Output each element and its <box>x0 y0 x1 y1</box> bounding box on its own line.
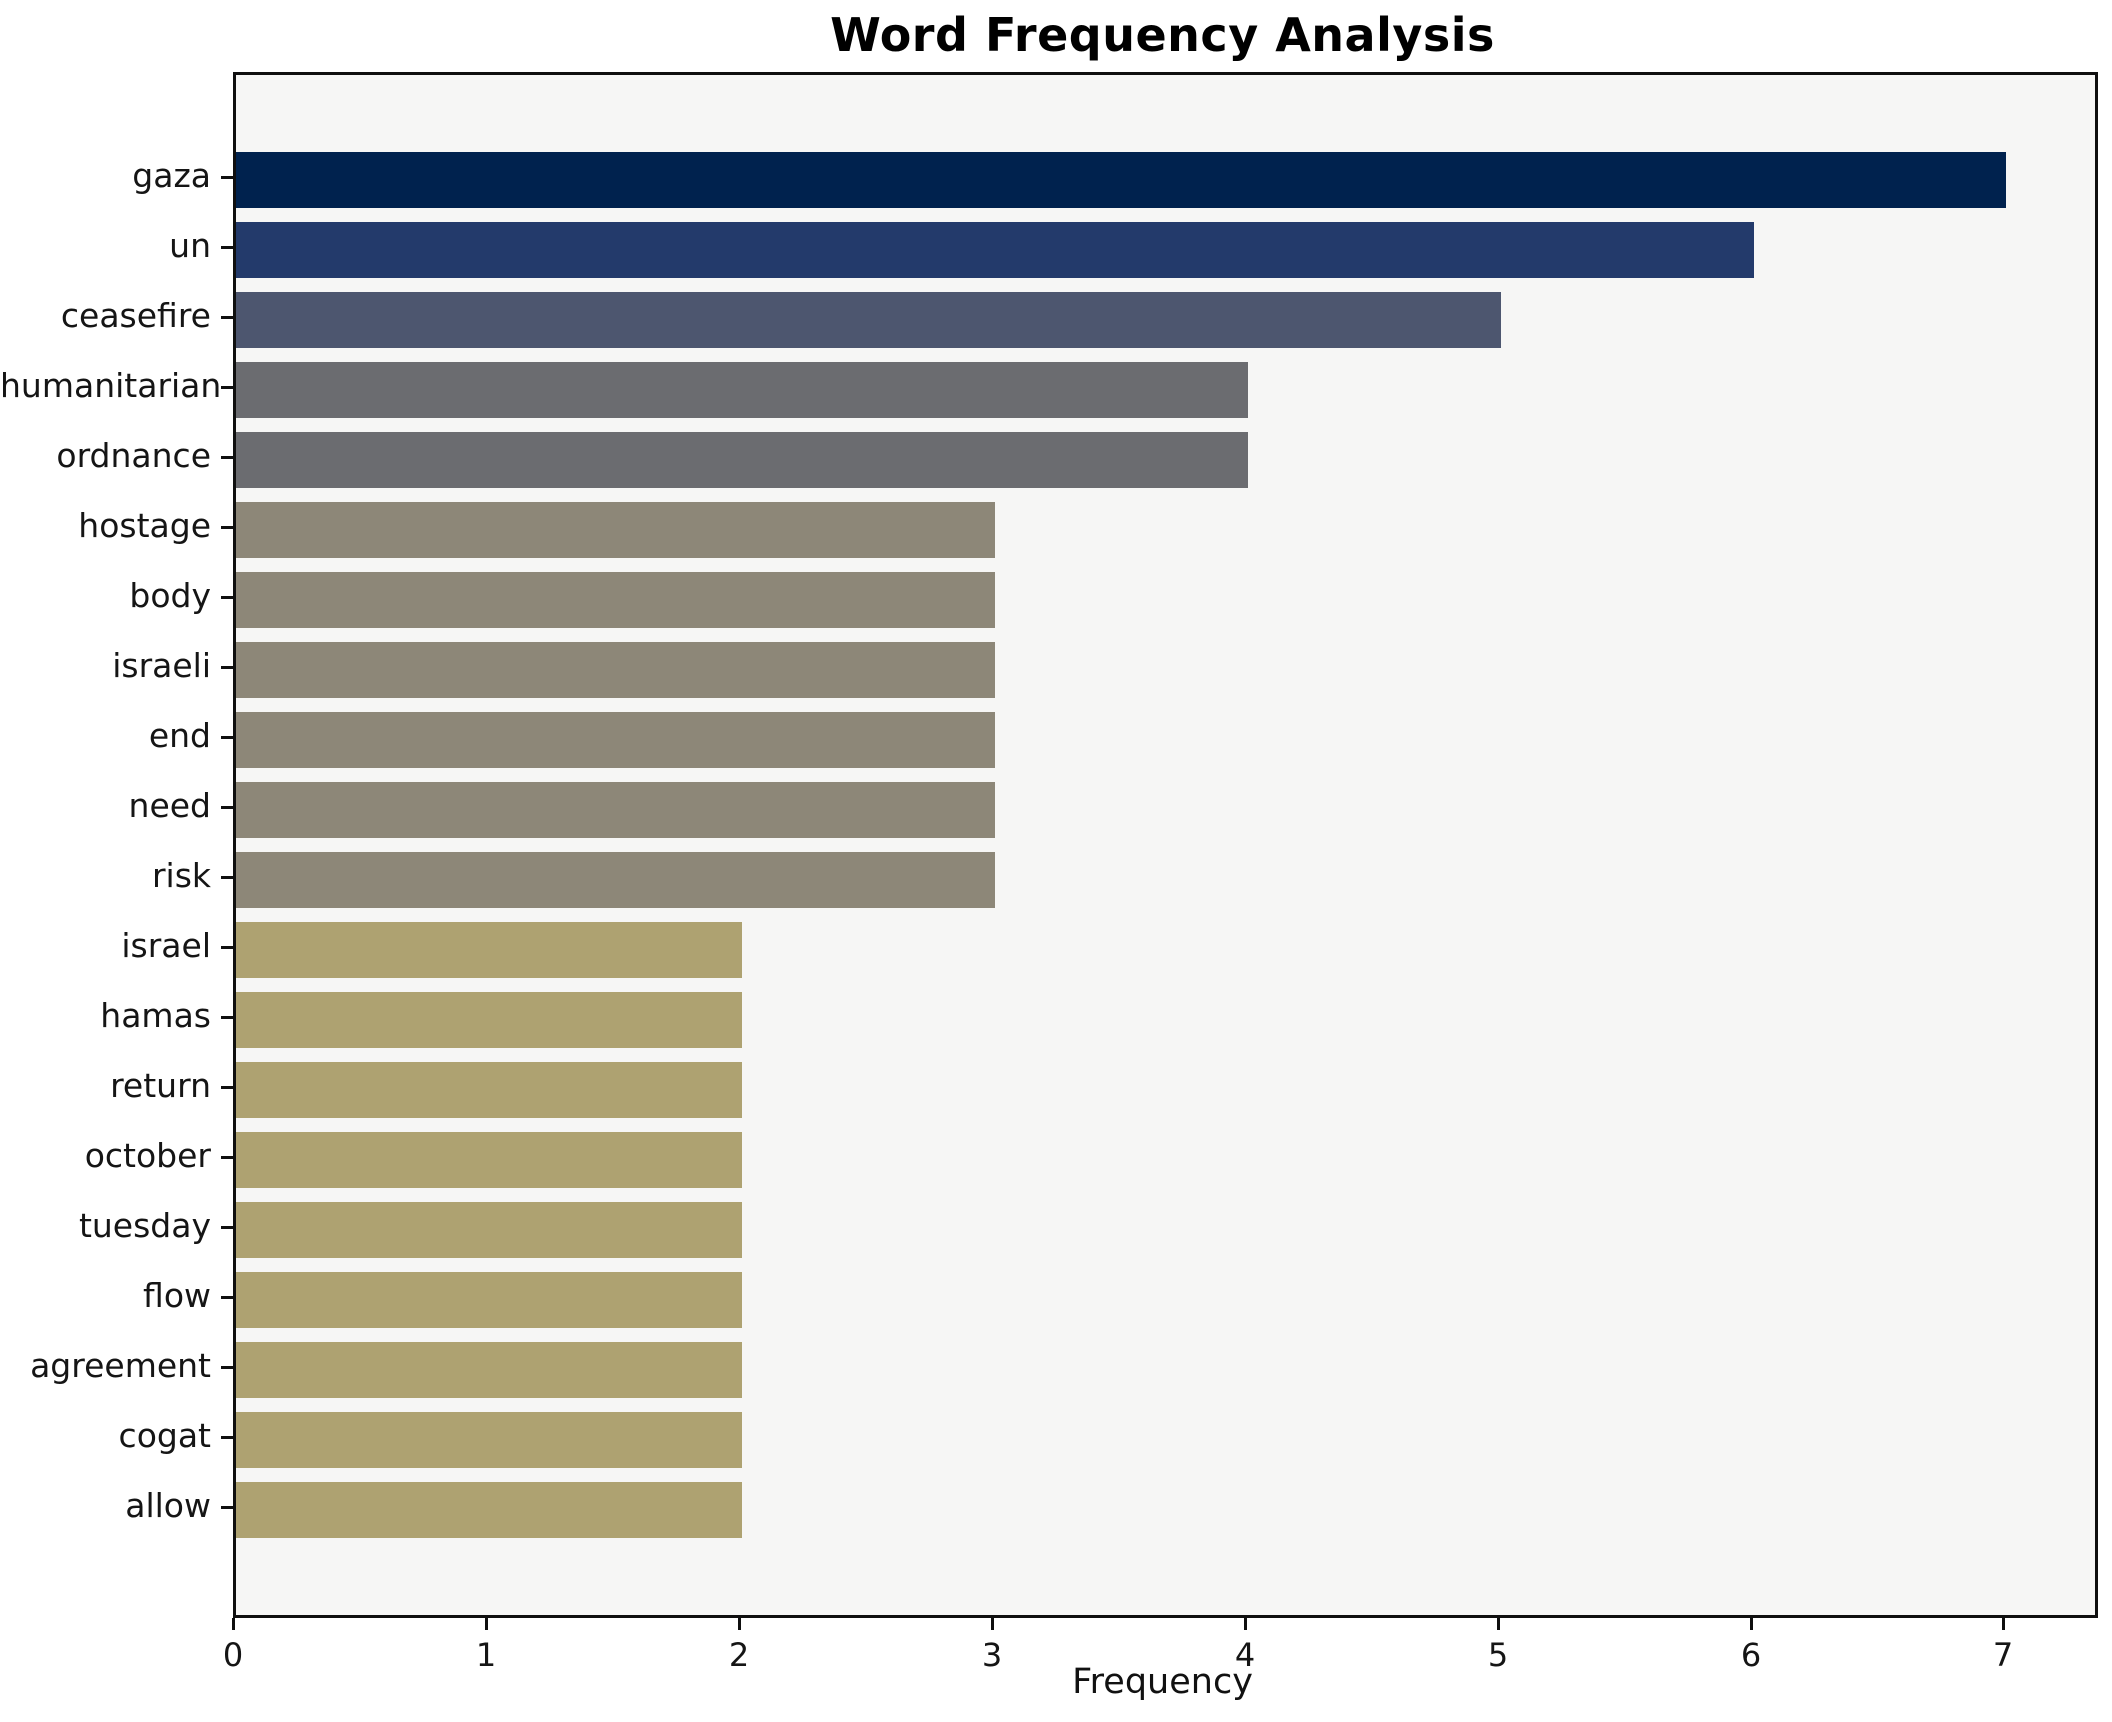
y-tick-label: israel <box>121 926 211 965</box>
y-tick-label: allow <box>125 1486 211 1525</box>
x-tick-label: 0 <box>222 1636 244 1674</box>
y-tick-mark <box>221 1506 233 1509</box>
x-tick-label: 6 <box>1740 1636 1762 1674</box>
y-tick-label: ordnance <box>56 436 211 475</box>
y-tick-label: end <box>148 716 211 755</box>
x-tick-label: 1 <box>475 1636 497 1674</box>
bar-ordnance <box>236 432 1248 488</box>
y-tick-mark <box>221 386 233 389</box>
y-tick-mark <box>221 176 233 179</box>
y-tick-mark <box>221 876 233 879</box>
x-tick-mark <box>1497 1618 1500 1630</box>
y-tick-mark <box>221 946 233 949</box>
y-tick-mark <box>221 596 233 599</box>
x-tick-mark <box>1244 1618 1247 1630</box>
y-tick-mark <box>221 666 233 669</box>
y-tick-label: ceasefire <box>60 296 211 335</box>
y-tick-label: tuesday <box>78 1206 211 1245</box>
bar-cogat <box>236 1412 742 1468</box>
y-tick-label: hamas <box>100 996 211 1035</box>
bar-humanitarian <box>236 362 1248 418</box>
bar-gaza <box>236 152 2006 208</box>
bar-ceasefire <box>236 292 1501 348</box>
y-tick-mark <box>221 1436 233 1439</box>
y-tick-label: cogat <box>118 1416 211 1455</box>
y-tick-label: flow <box>143 1276 211 1315</box>
x-tick-label: 7 <box>1992 1636 2014 1674</box>
chart-title: Word Frequency Analysis <box>830 8 1495 62</box>
y-tick-label: gaza <box>132 156 211 195</box>
bar-october <box>236 1132 742 1188</box>
x-tick-mark <box>2002 1618 2005 1630</box>
bar-return <box>236 1062 742 1118</box>
bar-flow <box>236 1272 742 1328</box>
x-tick-mark <box>991 1618 994 1630</box>
y-tick-label: risk <box>151 856 211 895</box>
bar-need <box>236 782 995 838</box>
bar-tuesday <box>236 1202 742 1258</box>
y-tick-label: un <box>169 226 211 265</box>
bar-allow <box>236 1482 742 1538</box>
bar-agreement <box>236 1342 742 1398</box>
y-tick-mark <box>221 1366 233 1369</box>
y-tick-mark <box>221 1156 233 1159</box>
x-tick-mark <box>485 1618 488 1630</box>
y-tick-mark <box>221 1226 233 1229</box>
bar-un <box>236 222 1754 278</box>
y-tick-label: october <box>84 1136 211 1175</box>
bar-body <box>236 572 995 628</box>
y-tick-label: body <box>129 576 211 615</box>
y-tick-label: return <box>110 1066 211 1105</box>
bar-hostage <box>236 502 995 558</box>
x-tick-mark <box>1750 1618 1753 1630</box>
y-tick-label: need <box>128 786 211 825</box>
bar-risk <box>236 852 995 908</box>
x-tick-mark <box>738 1618 741 1630</box>
y-tick-mark <box>221 1296 233 1299</box>
bar-israel <box>236 922 742 978</box>
x-axis-label: Frequency <box>1072 1662 1253 1702</box>
x-tick-label: 3 <box>981 1636 1003 1674</box>
y-tick-label: hostage <box>78 506 211 545</box>
y-tick-mark <box>221 1086 233 1089</box>
y-tick-mark <box>221 316 233 319</box>
y-tick-label: israeli <box>112 646 211 685</box>
y-tick-label: humanitarian <box>0 366 222 405</box>
x-tick-label: 2 <box>728 1636 750 1674</box>
y-tick-label: agreement <box>30 1346 211 1385</box>
y-tick-mark <box>221 806 233 809</box>
x-tick-mark <box>232 1618 235 1630</box>
plot-area <box>233 72 2098 1618</box>
x-tick-label: 4 <box>1234 1636 1256 1674</box>
y-tick-mark <box>221 736 233 739</box>
bar-hamas <box>236 992 742 1048</box>
bar-israeli <box>236 642 995 698</box>
bar-end <box>236 712 995 768</box>
y-tick-mark <box>221 246 233 249</box>
y-tick-mark <box>221 1016 233 1019</box>
y-tick-mark <box>221 456 233 459</box>
y-tick-mark <box>221 526 233 529</box>
x-tick-label: 5 <box>1487 1636 1509 1674</box>
